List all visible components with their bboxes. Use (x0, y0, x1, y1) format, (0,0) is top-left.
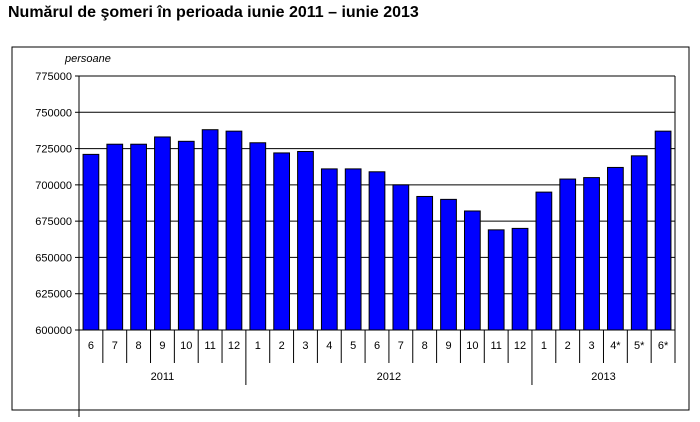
bar (535, 191, 553, 331)
bar (487, 229, 505, 331)
bar (630, 155, 648, 331)
bar (440, 198, 457, 331)
x-tick-label: 8 (422, 340, 428, 352)
bar (583, 177, 600, 331)
y-axis-label: persoane (64, 53, 111, 65)
x-tick-label: 2 (565, 340, 571, 352)
x-tick-label: 10 (180, 340, 192, 352)
y-tick-label: 725000 (35, 144, 72, 156)
bar (249, 142, 267, 331)
y-tick-label: 600000 (35, 325, 72, 337)
bar (273, 152, 291, 331)
bar (654, 130, 672, 331)
x-tick-label: 4 (326, 340, 332, 352)
x-tick-label: 6 (88, 340, 94, 352)
x-tick-label: 7 (398, 340, 404, 352)
bar (320, 168, 338, 331)
bar (201, 129, 219, 331)
bar (177, 140, 195, 331)
bar (106, 143, 124, 331)
bar (154, 136, 171, 331)
bar (368, 171, 386, 331)
x-tick-label: 7 (112, 340, 118, 352)
x-tick-label: 1 (541, 340, 547, 352)
bar (130, 143, 147, 331)
bar (463, 210, 481, 331)
bar (82, 153, 100, 331)
x-tick-label: 5 (350, 340, 356, 352)
y-tick-label: 750000 (35, 107, 72, 119)
x-tick-label: 10 (466, 340, 478, 352)
y-tick-label: 650000 (35, 252, 72, 264)
x-tick-label: 3 (588, 340, 594, 352)
bar (416, 195, 434, 331)
y-tick-label: 775000 (35, 71, 72, 83)
x-tick-label: 8 (136, 340, 142, 352)
chart-title: Numărul de şomeri în perioada iunie 2011… (8, 4, 419, 21)
x-tick-label: 12 (228, 340, 240, 352)
x-tick-label: 9 (159, 340, 165, 352)
y-tick-label: 625000 (35, 289, 72, 301)
year-label: 2011 (151, 371, 175, 383)
bar (344, 168, 362, 331)
x-tick-label: 11 (204, 340, 215, 352)
bar (297, 150, 314, 331)
y-tick-label: 675000 (35, 216, 72, 228)
x-tick-label: 6* (658, 340, 669, 352)
bar (511, 227, 529, 331)
bar (559, 178, 577, 331)
x-tick-label: 12 (514, 340, 526, 352)
chart-frame (11, 46, 690, 411)
year-label: 2013 (591, 371, 615, 383)
y-tick-label: 700000 (35, 180, 72, 192)
year-label: 2012 (377, 371, 401, 383)
x-tick-label: 6 (374, 340, 380, 352)
x-tick-label: 1 (255, 340, 261, 352)
x-tick-label: 4* (610, 340, 621, 352)
x-tick-label: 9 (445, 340, 451, 352)
x-tick-label: 3 (302, 340, 308, 352)
x-tick-label: 2 (279, 340, 285, 352)
bar-chart: 600000 625000 650000 675000 700000 725000 7500… (11, 46, 690, 422)
chart-container: 600000 625000 650000 675000 700000 725000 7500… (0, 40, 700, 422)
bar (392, 184, 410, 331)
bar (225, 130, 243, 331)
bar (607, 166, 624, 331)
x-tick-label: 5* (634, 340, 645, 352)
x-tick-label: 11 (490, 340, 501, 352)
